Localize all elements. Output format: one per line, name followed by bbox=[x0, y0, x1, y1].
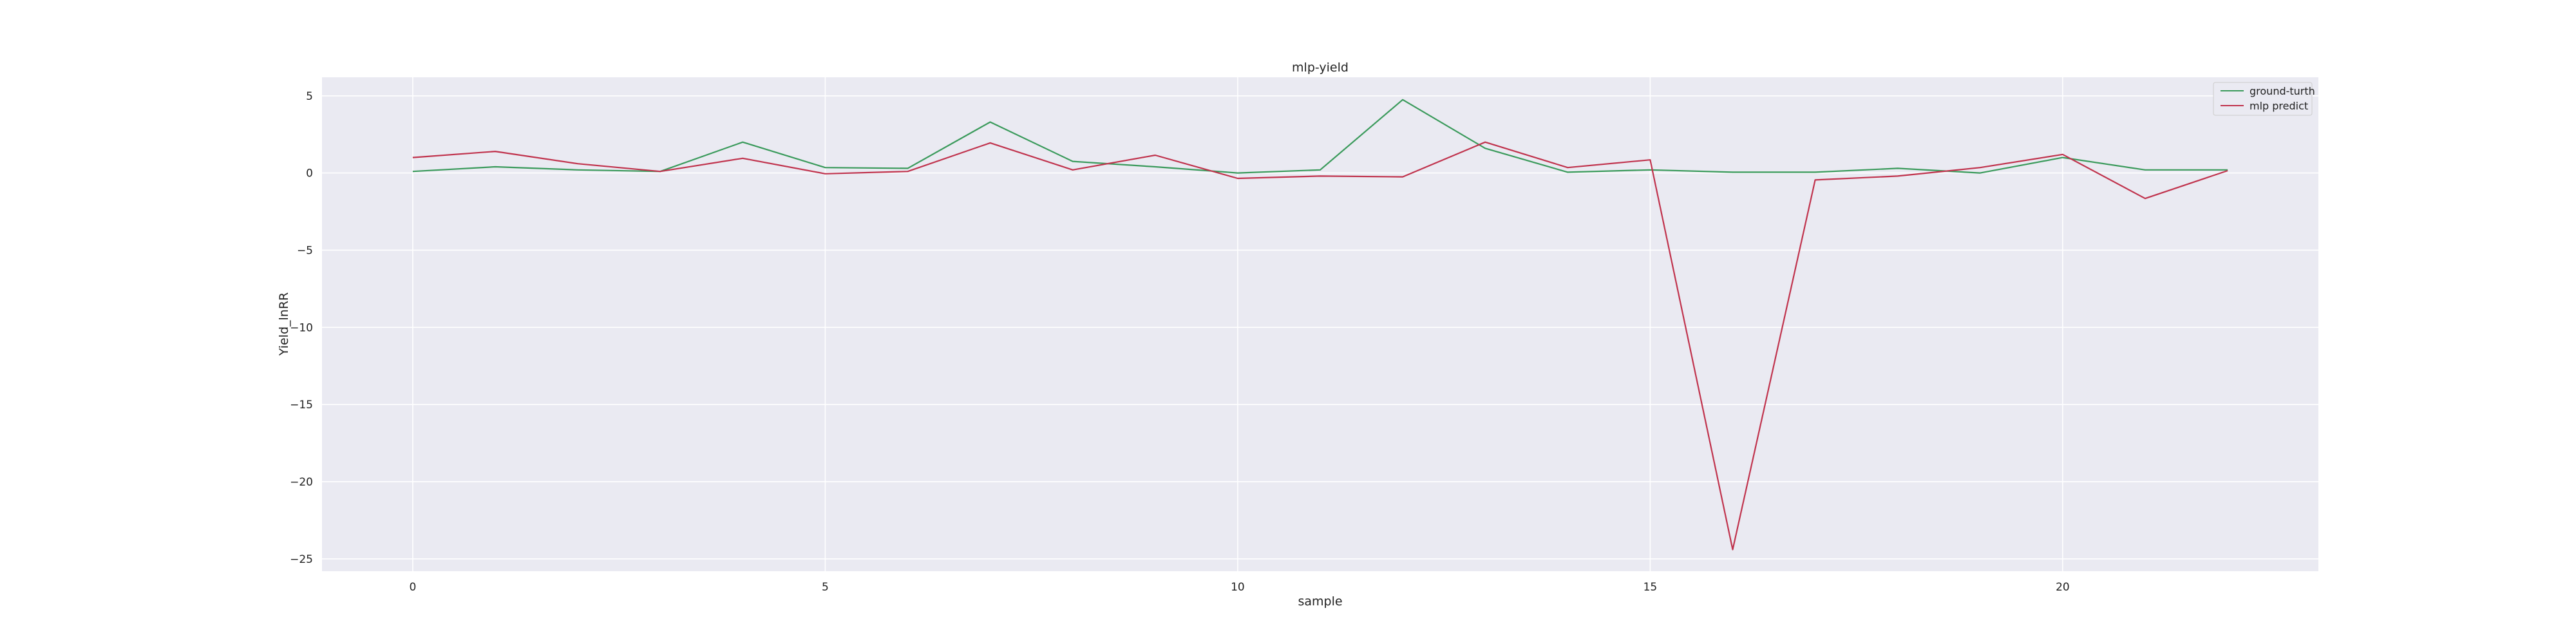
x-tick-label: 15 bbox=[1643, 581, 1658, 594]
y-tick-label: 5 bbox=[306, 90, 313, 103]
y-tick-label: −15 bbox=[290, 399, 313, 412]
legend-label-ground-turth: ground-turth bbox=[2249, 85, 2315, 97]
chart-title: mlp-yield bbox=[1292, 61, 1349, 75]
series-line-mlp-predict bbox=[412, 141, 2228, 551]
x-tick-label: 5 bbox=[822, 581, 829, 594]
series-line-ground-turth bbox=[412, 99, 2228, 174]
y-tick-label: 0 bbox=[306, 167, 313, 180]
x-axis-label: sample bbox=[1298, 594, 1342, 609]
y-tick-label: −5 bbox=[297, 244, 313, 257]
x-tick-label: 20 bbox=[2056, 581, 2070, 594]
grid-layer bbox=[322, 77, 2318, 571]
x-tick-label: 10 bbox=[1231, 581, 1245, 594]
legend: ground-turth mlp predict bbox=[2213, 82, 2315, 116]
tick-layer: 0 5 10 15 20 5 0 −5 −10 −15 −20 −25 bbox=[290, 90, 2070, 594]
plot-background bbox=[322, 77, 2318, 571]
x-tick-label: 0 bbox=[409, 581, 416, 594]
y-axis-label: Yield_lnRR bbox=[277, 292, 291, 356]
series-layer bbox=[412, 99, 2228, 551]
y-tick-label: −10 bbox=[290, 321, 313, 334]
y-tick-label: −25 bbox=[290, 553, 313, 566]
y-tick-label: −20 bbox=[290, 476, 313, 489]
legend-label-mlp-predict: mlp predict bbox=[2249, 100, 2308, 112]
